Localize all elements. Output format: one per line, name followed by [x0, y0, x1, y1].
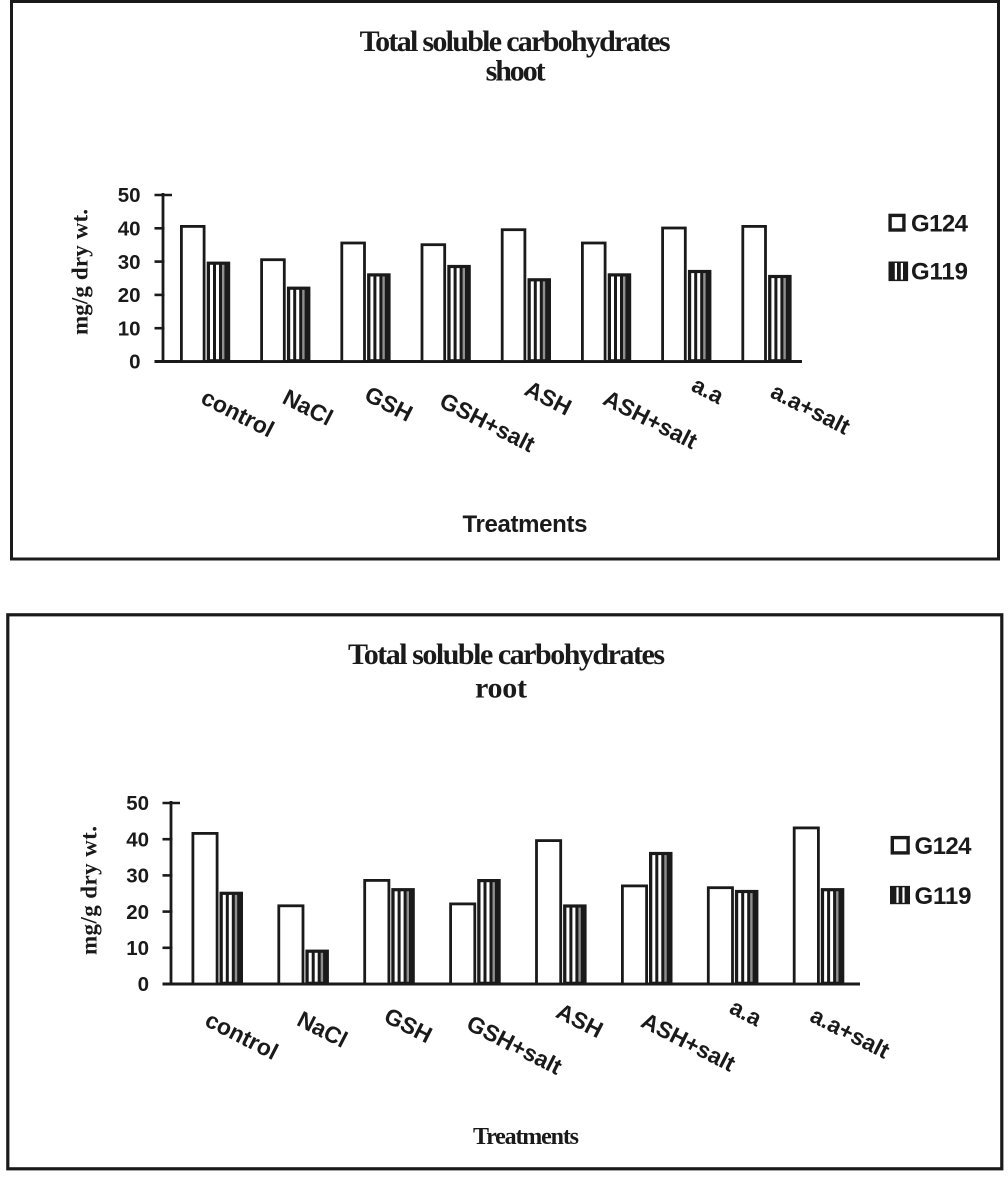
svg-text:root: root — [475, 672, 527, 705]
svg-text:0: 0 — [138, 973, 149, 996]
svg-text:0: 0 — [129, 351, 140, 374]
svg-text:10: 10 — [118, 317, 141, 340]
svg-text:30: 30 — [126, 865, 149, 888]
svg-text:20: 20 — [118, 284, 141, 307]
svg-text:G119: G119 — [915, 883, 972, 910]
svg-text:50: 50 — [126, 792, 149, 815]
svg-text:mg/g dry wt.: mg/g dry wt. — [77, 826, 102, 955]
svg-text:G124: G124 — [911, 211, 969, 238]
svg-text:30: 30 — [118, 251, 141, 274]
svg-text:10: 10 — [126, 937, 149, 960]
svg-text:mg/g dry wt.: mg/g dry wt. — [68, 209, 93, 335]
svg-text:G119: G119 — [911, 259, 968, 286]
svg-text:Total soluble carbohydrates: Total soluble carbohydrates — [348, 638, 665, 671]
svg-text:50: 50 — [118, 184, 141, 207]
svg-text:40: 40 — [118, 218, 141, 241]
svg-text:Treatments: Treatments — [463, 511, 588, 538]
svg-text:40: 40 — [126, 828, 149, 851]
svg-text:shoot: shoot — [486, 54, 546, 87]
svg-text:20: 20 — [126, 901, 149, 924]
svg-text:Treatments: Treatments — [473, 1124, 579, 1150]
svg-text:G124: G124 — [915, 833, 973, 860]
svg-text:Total soluble carbohydrates: Total soluble carbohydrates — [360, 25, 671, 58]
